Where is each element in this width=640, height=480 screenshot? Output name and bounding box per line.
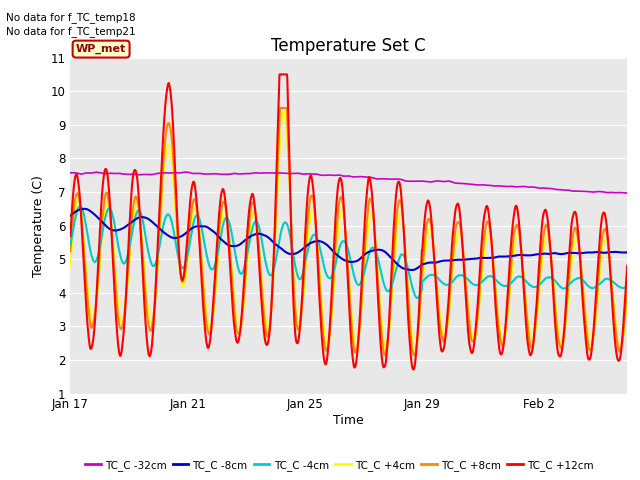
X-axis label: Time: Time <box>333 414 364 427</box>
Title: Temperature Set C: Temperature Set C <box>271 36 426 55</box>
Text: No data for f_TC_temp21: No data for f_TC_temp21 <box>6 26 136 37</box>
Y-axis label: Temperature (C): Temperature (C) <box>32 175 45 276</box>
Legend: TC_C -32cm, TC_C -8cm, TC_C -4cm, TC_C +4cm, TC_C +8cm, TC_C +12cm: TC_C -32cm, TC_C -8cm, TC_C -4cm, TC_C +… <box>81 456 598 475</box>
Text: WP_met: WP_met <box>76 44 126 54</box>
Text: No data for f_TC_temp18: No data for f_TC_temp18 <box>6 12 136 23</box>
